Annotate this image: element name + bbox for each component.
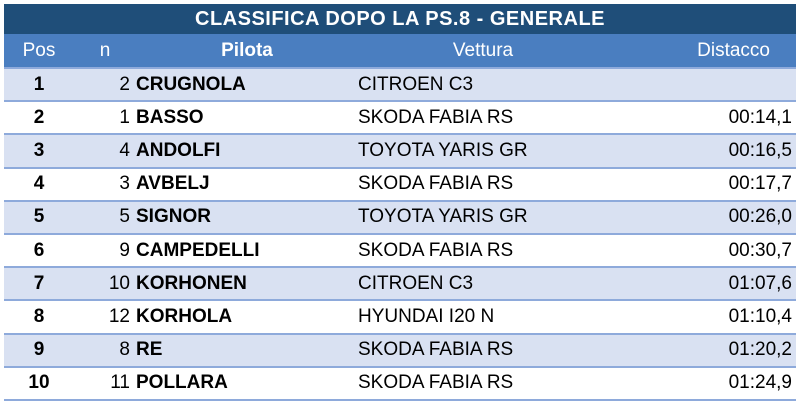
- cell-distacco: [608, 68, 796, 101]
- cell-vettura: SKODA FABIA RS: [358, 173, 514, 195]
- cell-pilota: CRUGNOLA: [136, 73, 246, 95]
- cell-vettura: CITROEN C3: [358, 272, 474, 294]
- table-row: 1 2 CRUGNOLA CITROEN C3: [4, 68, 796, 102]
- table-row: 6 9 CAMPEDELLI SKODA FABIA RS 00:30,7: [4, 233, 796, 268]
- cell-n: 11: [110, 372, 130, 394]
- cell-n: 5: [119, 206, 130, 228]
- cell-vettura: TOYOTA YARIS GR: [358, 139, 528, 161]
- table-row: 5 5 SIGNOR TOYOTA YARIS GR 00:26,0: [4, 200, 796, 234]
- cell-vettura: TOYOTA YARIS GR: [358, 206, 528, 228]
- cell-pilota: BASSO: [136, 106, 204, 128]
- header-distacco: Distacco: [697, 39, 770, 61]
- cell-vettura: SKODA FABIA RS: [358, 106, 514, 128]
- cell-distacco: 01:10,4: [728, 305, 792, 327]
- cell-pilota: POLLARA: [136, 372, 228, 394]
- standings-body: 1 2 CRUGNOLA CITROEN C3 2 1 BASSO SKODA FABIA R…: [4, 68, 796, 400]
- header-vettura: Vettura: [452, 39, 514, 61]
- cell-vettura: SKODA FABIA RS: [358, 339, 514, 361]
- cell-pos: 5: [33, 206, 45, 228]
- cell-distacco: 00:14,1: [728, 106, 792, 128]
- cell-pilota: AVBELJ: [136, 173, 210, 195]
- table-row: 7 10 KORHONEN CITROEN C3 01:07,6: [4, 267, 796, 301]
- cell-pos: 1: [33, 73, 45, 95]
- standings-title: CLASSIFICA DOPO LA PS.8 - GENERALE: [4, 4, 796, 34]
- cell-vettura: HYUNDAI I20 N: [358, 305, 495, 327]
- cell-pos: 3: [33, 139, 45, 161]
- cell-distacco: 00:16,5: [728, 139, 792, 161]
- header-pos: Pos: [22, 39, 56, 61]
- cell-distacco: 00:17,7: [728, 173, 792, 195]
- cell-pos: 4: [33, 173, 45, 195]
- cell-n: 3: [119, 173, 130, 195]
- table-row: 10 11 POLLARA SKODA FABIA RS 01:24,9: [4, 366, 796, 400]
- cell-pilota: KORHONEN: [136, 272, 247, 294]
- cell-pos: 2: [33, 106, 45, 128]
- cell-n: 10: [108, 272, 130, 294]
- cell-vettura: SKODA FABIA RS: [358, 239, 514, 261]
- cell-n: 12: [108, 305, 130, 327]
- cell-pos: 7: [33, 272, 45, 294]
- header-n: n: [99, 39, 111, 61]
- cell-pilota: SIGNOR: [136, 206, 211, 228]
- cell-pilota: CAMPEDELLI: [136, 239, 260, 261]
- cell-distacco: 01:20,2: [728, 339, 792, 361]
- cell-n: 8: [119, 339, 130, 361]
- cell-distacco: 00:30,7: [728, 239, 792, 261]
- table-row: 2 1 BASSO SKODA FABIA RS 00:14,1: [4, 101, 796, 135]
- cell-vettura: SKODA FABIA RS: [358, 372, 514, 394]
- table-row: 9 8 RE SKODA FABIA RS 01:20,2: [4, 333, 796, 367]
- table-header-row: Pos n Pilota Vettura Distacco: [4, 34, 796, 68]
- cell-pos: 9: [33, 339, 45, 361]
- cell-pos: 10: [28, 372, 50, 394]
- standings-table: Pos n Pilota Vettura Distacco 1 2 CRUGNOLA…: [4, 34, 796, 401]
- cell-n: 2: [119, 73, 130, 95]
- cell-n: 9: [119, 239, 130, 261]
- cell-distacco: 00:26,0: [728, 206, 792, 228]
- cell-distacco: 01:07,6: [728, 272, 792, 294]
- cell-pos: 6: [33, 239, 45, 261]
- cell-pilota: KORHOLA: [136, 305, 233, 327]
- table-row: 4 3 AVBELJ SKODA FABIA RS 00:17,7: [4, 167, 796, 201]
- cell-vettura: CITROEN C3: [358, 73, 474, 95]
- cell-pos: 8: [33, 305, 45, 327]
- table-row: 8 12 KORHOLA HYUNDAI I20 N 01:10,4: [4, 300, 796, 334]
- cell-n: 1: [119, 106, 130, 128]
- table-row: 3 4 ANDOLFI TOYOTA YARIS GR 00:16,5: [4, 134, 796, 168]
- cell-n: 4: [119, 139, 130, 161]
- cell-distacco: 01:24,9: [728, 372, 792, 394]
- header-pilota: Pilota: [221, 39, 273, 61]
- cell-pilota: ANDOLFI: [136, 139, 221, 161]
- cell-pilota: RE: [136, 339, 163, 361]
